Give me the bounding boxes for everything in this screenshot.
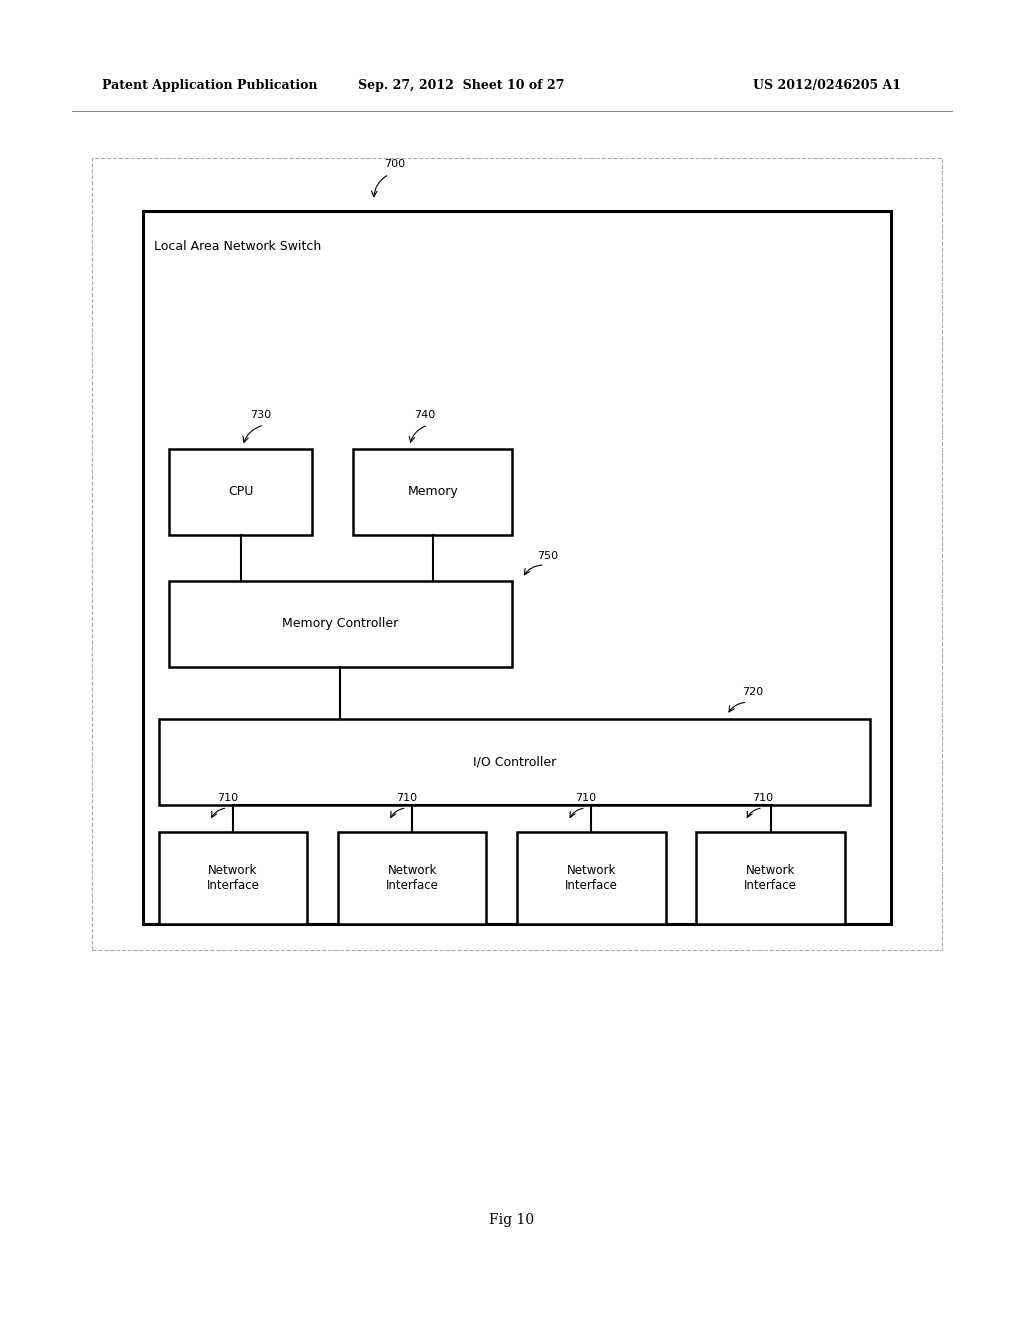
FancyBboxPatch shape: [159, 719, 870, 805]
FancyBboxPatch shape: [169, 449, 312, 535]
FancyBboxPatch shape: [696, 832, 845, 924]
FancyBboxPatch shape: [159, 832, 307, 924]
FancyBboxPatch shape: [353, 449, 512, 535]
Text: Local Area Network Switch: Local Area Network Switch: [154, 240, 321, 253]
Text: 750: 750: [538, 550, 558, 561]
Text: 730: 730: [251, 409, 271, 420]
Text: Sep. 27, 2012  Sheet 10 of 27: Sep. 27, 2012 Sheet 10 of 27: [357, 79, 564, 92]
FancyBboxPatch shape: [169, 581, 512, 667]
Text: Memory Controller: Memory Controller: [283, 618, 398, 630]
FancyBboxPatch shape: [338, 832, 486, 924]
Text: 710: 710: [396, 792, 417, 803]
Text: 710: 710: [575, 792, 596, 803]
Text: Network
Interface: Network Interface: [207, 863, 259, 892]
Text: Network
Interface: Network Interface: [386, 863, 438, 892]
Text: 700: 700: [384, 158, 404, 169]
FancyBboxPatch shape: [517, 832, 666, 924]
Text: I/O Controller: I/O Controller: [473, 756, 556, 768]
Text: 710: 710: [217, 792, 238, 803]
Text: Network
Interface: Network Interface: [565, 863, 617, 892]
Text: 740: 740: [415, 409, 435, 420]
Text: Network
Interface: Network Interface: [744, 863, 797, 892]
Text: Fig 10: Fig 10: [489, 1213, 535, 1226]
Text: 720: 720: [742, 686, 763, 697]
Text: US 2012/0246205 A1: US 2012/0246205 A1: [753, 79, 901, 92]
Text: CPU: CPU: [228, 486, 253, 498]
Text: Memory: Memory: [408, 486, 458, 498]
Text: 710: 710: [753, 792, 773, 803]
Text: Patent Application Publication: Patent Application Publication: [102, 79, 317, 92]
